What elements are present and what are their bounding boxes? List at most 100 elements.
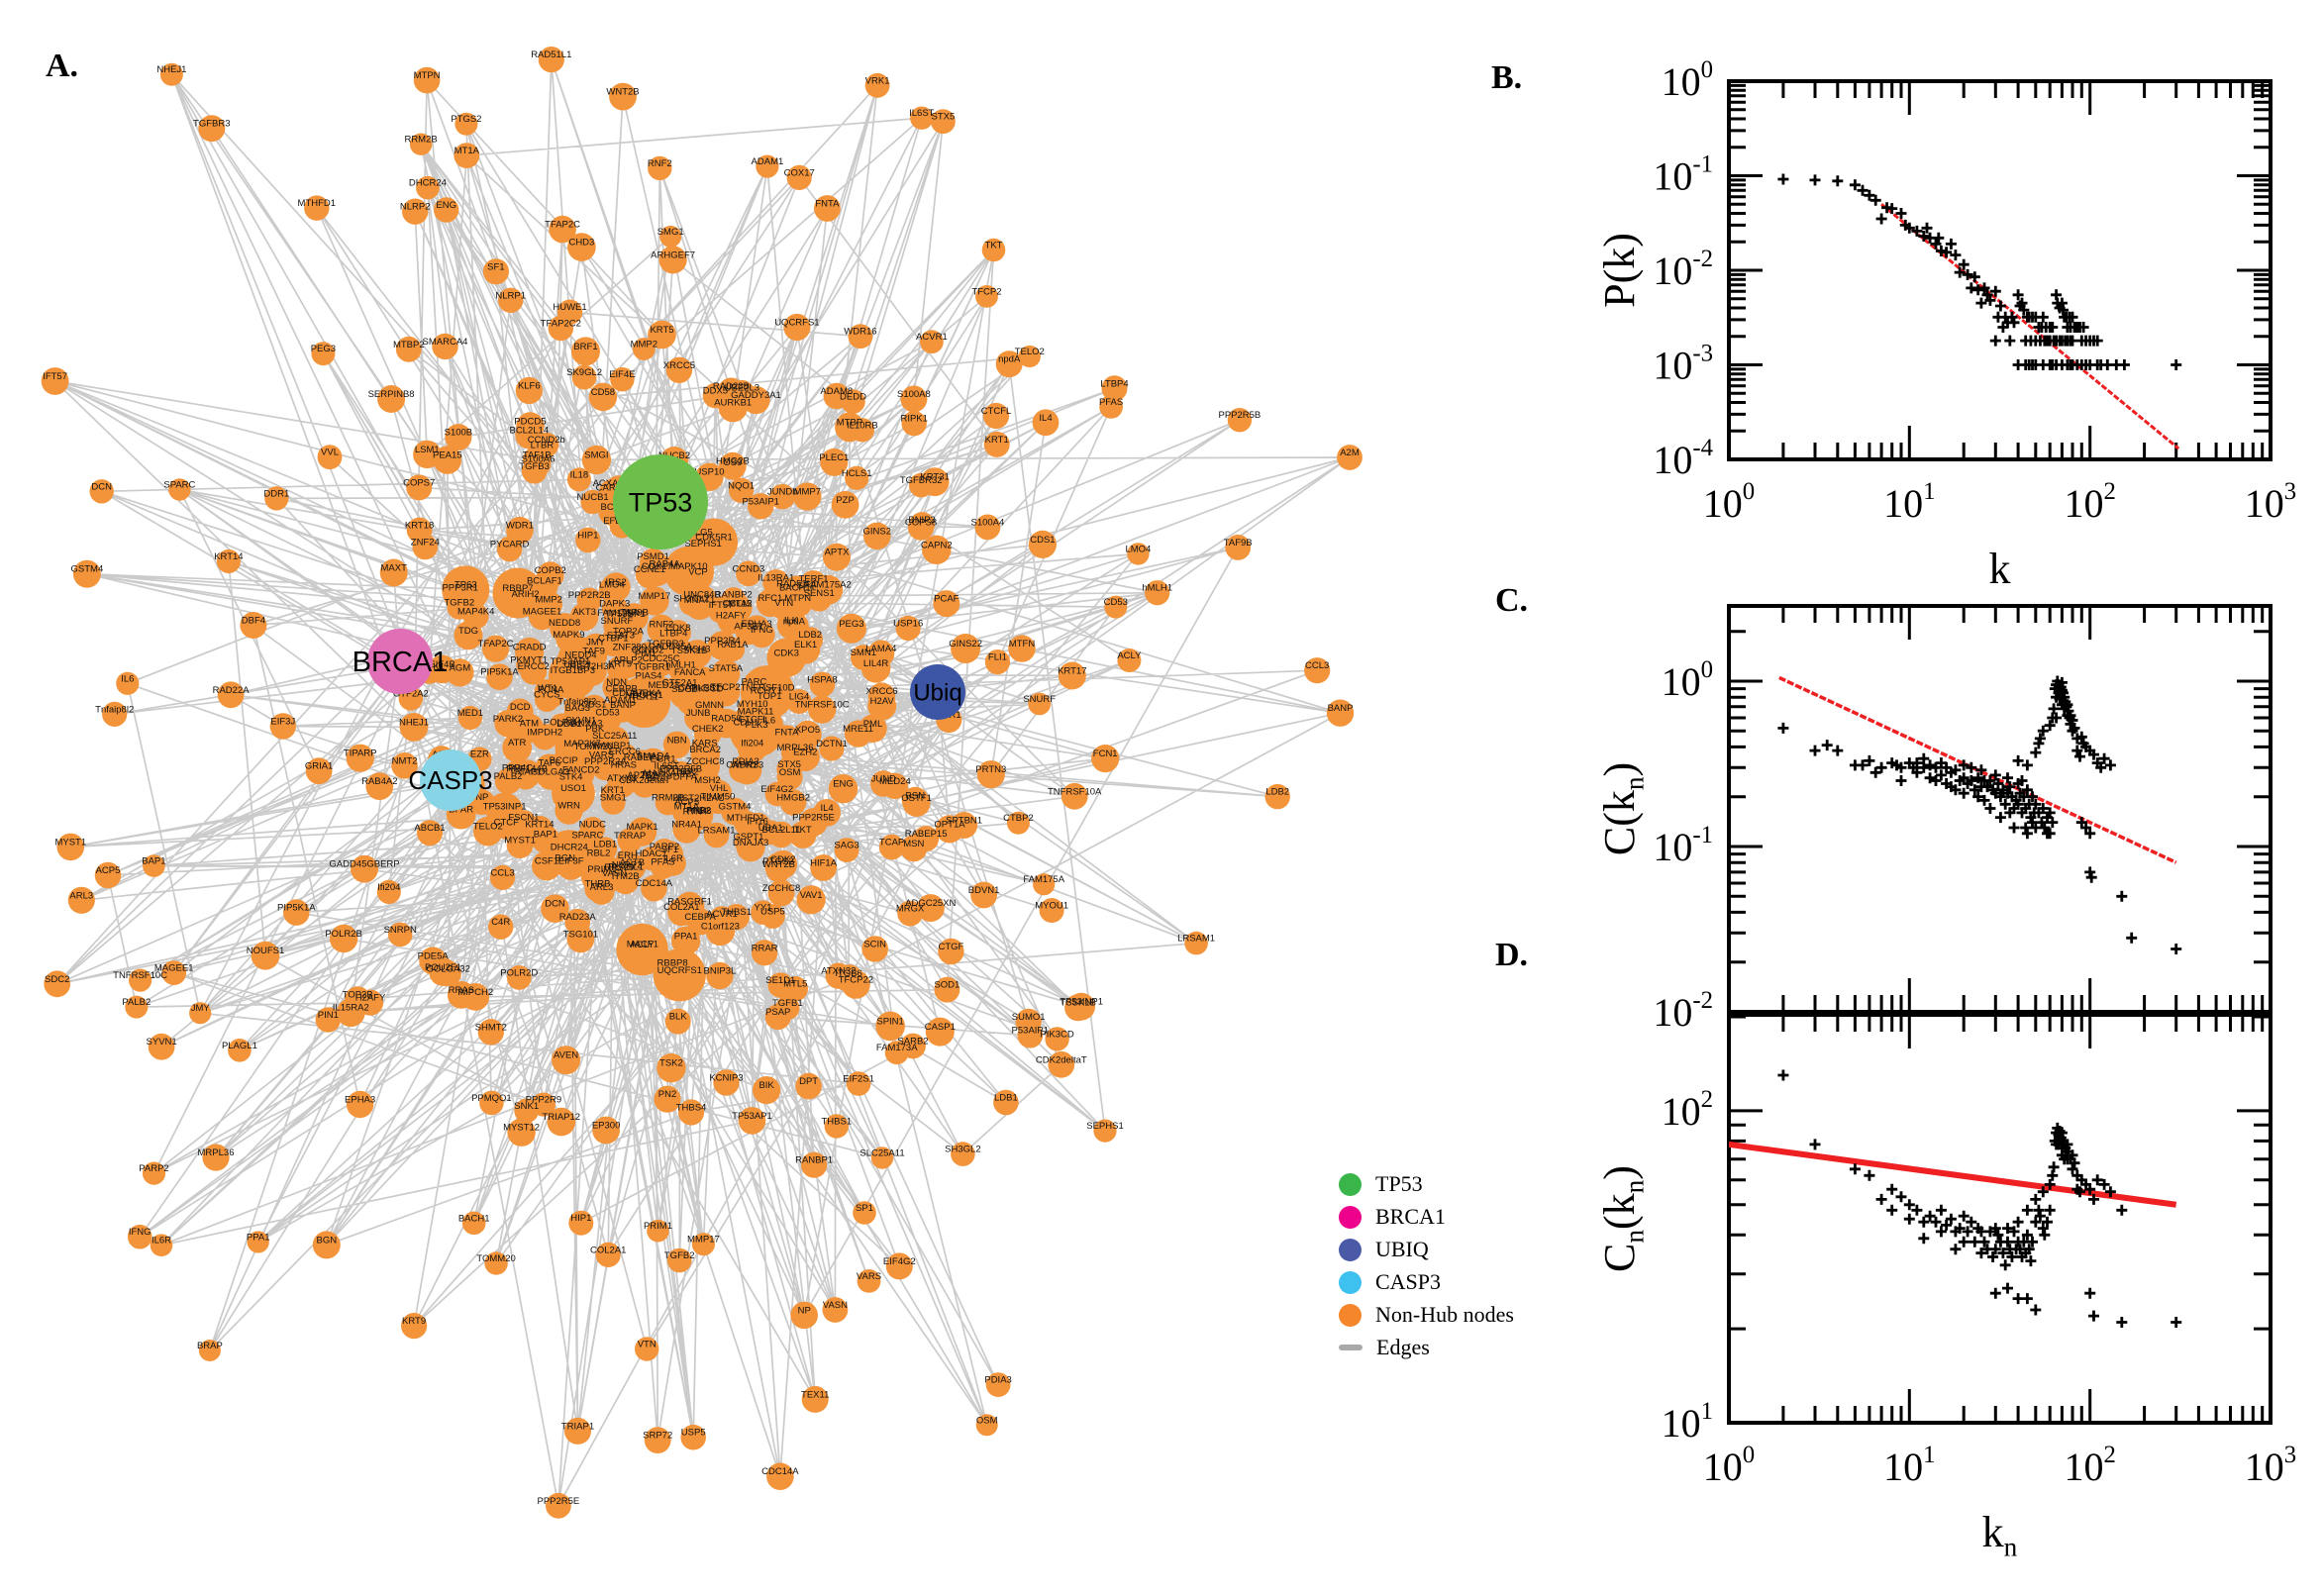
svg-text:USP10: USP10 — [694, 467, 724, 478]
svg-text:TAF9B: TAF9B — [620, 608, 649, 619]
svg-text:HDAC1: HDAC1 — [635, 848, 666, 859]
svg-text:IFT57: IFT57 — [43, 371, 67, 382]
svg-text:IFT57: IFT57 — [709, 600, 734, 611]
svg-text:BACH1: BACH1 — [458, 1213, 490, 1224]
svg-text:PARC: PARC — [742, 677, 767, 688]
svg-text:RNF2: RNF2 — [649, 619, 673, 630]
svg-text:VARS: VARS — [589, 750, 614, 761]
svg-text:npdA: npdA — [783, 617, 806, 628]
svg-text:WDR1: WDR1 — [506, 521, 534, 532]
svg-text:hMLH1: hMLH1 — [665, 659, 696, 670]
svg-text:MRPL36: MRPL36 — [777, 743, 814, 753]
svg-text:RAD23B: RAD23B — [713, 381, 750, 392]
svg-text:KCNIP3: KCNIP3 — [709, 1073, 743, 1084]
chart-d-points — [1777, 1069, 2182, 1328]
svg-text:EPHA3: EPHA3 — [742, 619, 772, 630]
svg-text:STK4: STK4 — [559, 772, 583, 783]
svg-text:GTF2A1: GTF2A1 — [662, 677, 698, 688]
svg-text:NBN: NBN — [667, 735, 687, 746]
svg-text:FAM175A: FAM175A — [597, 608, 639, 619]
svg-text:MTPN: MTPN — [414, 70, 441, 81]
svg-text:KRT18: KRT18 — [405, 521, 434, 532]
svg-text:SMG1: SMG1 — [600, 793, 627, 804]
svg-text:PPMQO1: PPMQO1 — [471, 1093, 512, 1104]
chart-d-frame — [1727, 1013, 2272, 1425]
svg-text:MSH2: MSH2 — [694, 775, 720, 786]
svg-text:VAV1: VAV1 — [800, 890, 823, 901]
svg-text:EZH2: EZH2 — [793, 747, 817, 757]
svg-text:SPARC: SPARC — [571, 830, 603, 841]
svg-text:A2M: A2M — [1340, 448, 1360, 458]
svg-text:ZNF380: ZNF380 — [613, 642, 647, 652]
svg-text:BAG3: BAG3 — [565, 703, 590, 714]
svg-text:HMGB2: HMGB2 — [776, 793, 810, 804]
svg-text:EP300: EP300 — [592, 1121, 621, 1132]
svg-text:IFNG: IFNG — [129, 1227, 152, 1238]
svg-text:RRAS: RRAS — [449, 985, 474, 996]
svg-text:VARS: VARS — [857, 1271, 881, 1282]
svg-text:OSM: OSM — [976, 1415, 998, 1426]
svg-text:PSMD1: PSMD1 — [637, 551, 669, 562]
svg-text:EIF3F: EIF3F — [558, 856, 584, 867]
svg-text:MTA2: MTA2 — [728, 599, 753, 610]
chart-d-fit-line — [1729, 1141, 2177, 1208]
svg-text:MAGEE1: MAGEE1 — [154, 963, 194, 974]
chart-d-y-tick-labels: 102 101 — [1662, 1086, 1713, 1446]
svg-text:PSAP: PSAP — [765, 1007, 790, 1018]
svg-text:MMP2: MMP2 — [631, 340, 657, 350]
svg-text:COL2A1: COL2A1 — [663, 902, 699, 913]
svg-text:CDK2deltaT: CDK2deltaT — [619, 775, 670, 786]
svg-text:RASGRF1: RASGRF1 — [667, 897, 712, 908]
svg-text:kn: kn — [1982, 1508, 2018, 1562]
svg-text:PCNA: PCNA — [538, 685, 564, 696]
svg-text:HIST2H2AC: HIST2H2AC — [672, 793, 724, 804]
svg-text:CD53: CD53 — [595, 708, 619, 719]
svg-text:HIP1: HIP1 — [577, 531, 598, 542]
svg-text:USP16: USP16 — [893, 619, 923, 630]
svg-text:FANCD2: FANCD2 — [562, 764, 599, 775]
svg-text:RABEP15: RABEP15 — [905, 829, 948, 840]
svg-text:PPP2R2B: PPP2R2B — [568, 590, 611, 601]
svg-text:JUNB: JUNB — [686, 708, 711, 719]
svg-text:RAD22A: RAD22A — [213, 685, 251, 696]
svg-text:PEA15: PEA15 — [433, 450, 462, 461]
svg-text:LIG4: LIG4 — [789, 692, 810, 703]
svg-text:MMP7: MMP7 — [794, 487, 821, 498]
svg-text:ELK1: ELK1 — [794, 640, 817, 650]
svg-text:BRF1: BRF1 — [573, 342, 597, 352]
svg-text:THBS1: THBS1 — [721, 907, 752, 918]
svg-text:TFAP2C: TFAP2C — [545, 220, 580, 231]
svg-text:IL18: IL18 — [570, 469, 589, 480]
svg-text:CDK2: CDK2 — [770, 854, 795, 865]
svg-text:SF1: SF1 — [487, 261, 504, 272]
svg-text:NEDD4: NEDD4 — [564, 650, 596, 661]
legend-label: UBIQ — [1375, 1237, 1429, 1261]
svg-text:GSPT1: GSPT1 — [733, 832, 763, 843]
svg-text:PML: PML — [863, 719, 883, 730]
svg-text:TSSK1B: TSSK1B — [671, 646, 707, 656]
svg-text:UNC84B: UNC84B — [683, 590, 721, 601]
svg-text:ADAM1: ADAM1 — [604, 695, 637, 706]
svg-text:101: 101 — [1883, 1442, 1935, 1489]
svg-text:PTGS2: PTGS2 — [451, 114, 481, 125]
svg-text:FAM175A: FAM175A — [1023, 874, 1064, 885]
svg-text:TDG: TDG — [458, 626, 478, 637]
svg-text:TGFBR32: TGFBR32 — [900, 475, 943, 486]
svg-text:SUMO1: SUMO1 — [1012, 1012, 1046, 1023]
legend-label: CASP3 — [1375, 1269, 1442, 1294]
svg-text:BSN: BSN — [906, 790, 926, 801]
svg-text:PRIM1: PRIM1 — [644, 1221, 672, 1232]
svg-text:EIF3J: EIF3J — [270, 717, 295, 728]
svg-text:VTN: VTN — [638, 1340, 656, 1350]
svg-text:S100B: S100B — [445, 428, 473, 439]
svg-text:RAD23A: RAD23A — [559, 912, 597, 923]
svg-text:IRS2: IRS2 — [606, 577, 627, 588]
svg-text:MTPN: MTPN — [784, 593, 811, 604]
svg-text:POLR2D: POLR2D — [500, 967, 538, 978]
svg-text:PDIA3: PDIA3 — [732, 756, 758, 767]
svg-text:AURKB1: AURKB1 — [714, 398, 752, 409]
svg-text:SMARCA4: SMARCA4 — [423, 337, 468, 348]
svg-text:RAD51L1: RAD51L1 — [776, 579, 817, 590]
svg-text:IL6: IL6 — [762, 716, 775, 727]
